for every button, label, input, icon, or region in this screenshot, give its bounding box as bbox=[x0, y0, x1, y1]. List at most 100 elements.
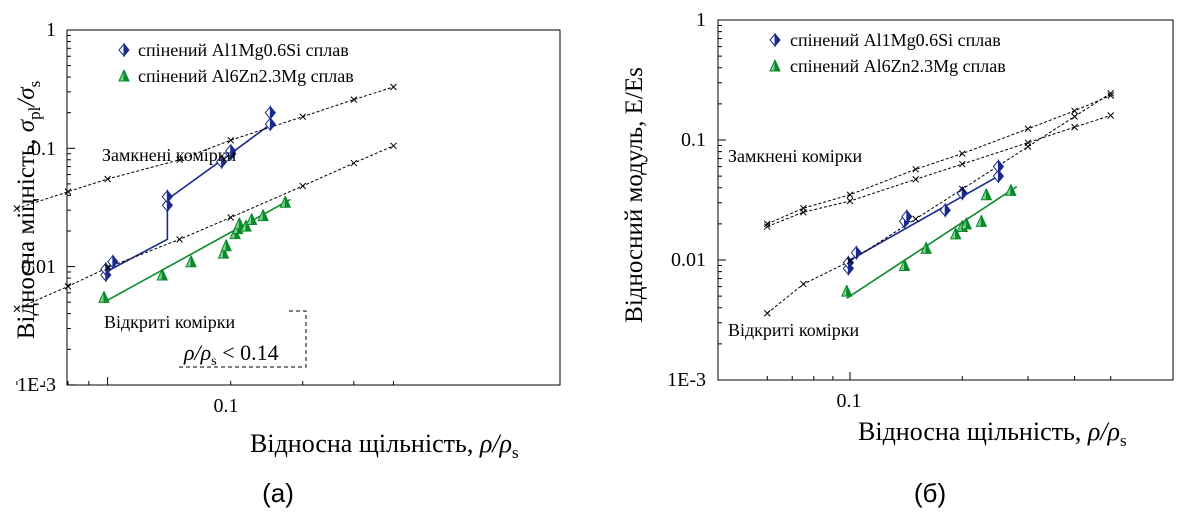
point-diamond bbox=[264, 116, 277, 132]
y-axis-title-slash: /σ bbox=[13, 86, 40, 109]
point-triangle bbox=[960, 217, 973, 230]
reference-lines bbox=[766, 92, 1111, 314]
point-triangle bbox=[840, 284, 853, 297]
point-diamond bbox=[118, 42, 130, 58]
x-axis-title: Відносна щільність, ρ/ρs bbox=[250, 429, 519, 462]
diamond-half bbox=[992, 168, 999, 184]
annotation-open-cells: Відкриті комірки bbox=[728, 320, 860, 340]
point-x bbox=[763, 220, 771, 228]
y-axis-title-sub: s bbox=[25, 81, 44, 88]
point-x bbox=[958, 185, 966, 193]
fit-line bbox=[849, 175, 999, 261]
diamond-half bbox=[161, 197, 168, 213]
ytick-label: 1E-3 bbox=[667, 369, 706, 391]
reference-line bbox=[16, 145, 394, 310]
axis-ticks bbox=[718, 19, 1112, 381]
point-x bbox=[1071, 123, 1078, 131]
diamond-half bbox=[215, 154, 223, 170]
diamond-half bbox=[997, 159, 1005, 175]
legend-label: спінений Al1Mg0.6Si сплав bbox=[790, 30, 1001, 50]
point-triangle bbox=[240, 219, 252, 232]
diamond-half bbox=[939, 202, 946, 218]
threshold-symbol: ρ/ρ bbox=[183, 340, 211, 365]
ytick-label: 0.1 bbox=[681, 129, 706, 151]
diamond-half bbox=[269, 105, 277, 121]
diamond-half bbox=[961, 185, 968, 201]
legend-marker-diamond bbox=[769, 32, 781, 48]
triangle-half bbox=[233, 217, 240, 230]
point-x bbox=[176, 235, 183, 243]
point-triangle bbox=[118, 69, 130, 82]
triangle-half bbox=[240, 219, 247, 232]
point-diamond bbox=[769, 32, 781, 48]
threshold-text: < 0.14 bbox=[217, 340, 279, 365]
threshold-label: ρ/ρs < 0.14 bbox=[183, 340, 279, 369]
point-x bbox=[350, 159, 358, 167]
point-triangle bbox=[279, 196, 292, 208]
x-axis-title-sub: s bbox=[512, 443, 519, 462]
point-diamond bbox=[161, 197, 174, 213]
triangle-half bbox=[161, 268, 168, 281]
data-points bbox=[763, 89, 1115, 317]
triangle-half bbox=[220, 239, 227, 252]
diamond-half bbox=[850, 245, 857, 261]
plot-frame bbox=[717, 19, 1174, 381]
fit-line bbox=[105, 112, 272, 273]
point-triangle bbox=[257, 209, 269, 222]
diamond-half bbox=[161, 189, 168, 205]
point-x bbox=[1071, 113, 1078, 120]
triangle-half bbox=[217, 246, 224, 259]
diamond-half bbox=[992, 159, 999, 175]
triangle-half bbox=[980, 188, 987, 201]
ytick-label: 0.01 bbox=[671, 249, 706, 271]
annotation-closed-cells: Замкнені комірки bbox=[102, 145, 237, 165]
point-x bbox=[1024, 125, 1032, 133]
triangle-half bbox=[185, 255, 192, 268]
legend-marker-triangle bbox=[769, 59, 781, 72]
triangle-half bbox=[898, 259, 906, 271]
point-triangle bbox=[898, 259, 911, 271]
triangle-half bbox=[985, 188, 993, 201]
point-x bbox=[104, 175, 111, 183]
annotation-open-cells: Відкриті комірки bbox=[104, 312, 236, 332]
triangle-half bbox=[284, 196, 292, 208]
point-x bbox=[958, 150, 966, 157]
triangle-half bbox=[774, 59, 781, 72]
point-diamond bbox=[161, 189, 174, 205]
fit-line bbox=[846, 185, 1018, 299]
point-x bbox=[390, 142, 397, 150]
point-x bbox=[350, 96, 358, 103]
legend-label: спінений Al1Mg0.6Si сплав bbox=[138, 40, 349, 60]
diamond-half bbox=[855, 245, 863, 261]
point-triangle bbox=[980, 188, 993, 201]
legend: спінений Al1Mg0.6Si сплав спінений Al6Zn… bbox=[118, 40, 354, 86]
triangle-half bbox=[123, 69, 130, 82]
point-diamond bbox=[992, 159, 1005, 175]
point-x bbox=[800, 208, 807, 216]
point-x bbox=[104, 264, 111, 271]
point-diamond bbox=[225, 143, 237, 159]
point-x bbox=[227, 136, 235, 144]
point-triangle bbox=[949, 227, 962, 240]
triangle-half bbox=[975, 215, 982, 227]
triangle-half bbox=[257, 209, 264, 222]
reference-line bbox=[767, 115, 1111, 227]
x-axis-title-sub: s bbox=[1120, 431, 1127, 450]
point-triangle bbox=[1005, 184, 1017, 196]
data-points bbox=[13, 83, 397, 313]
diamond-half bbox=[166, 189, 174, 205]
triangle-half bbox=[1005, 184, 1012, 196]
ytick-label: 0.1 bbox=[31, 138, 56, 160]
threshold-sub: s bbox=[211, 354, 216, 369]
point-diamond bbox=[901, 209, 913, 224]
point-diamond bbox=[850, 245, 863, 261]
triangle-half bbox=[980, 215, 988, 227]
diamond-half bbox=[123, 42, 130, 58]
legend-label: спінений Al6Zn2.3Mg сплав bbox=[790, 56, 1006, 76]
legend-marker-triangle bbox=[118, 69, 130, 82]
point-x bbox=[763, 223, 771, 230]
xtick-label: 0.1 bbox=[837, 390, 862, 412]
point-triangle bbox=[920, 242, 932, 254]
point-triangle bbox=[156, 268, 168, 281]
point-x bbox=[13, 205, 21, 212]
